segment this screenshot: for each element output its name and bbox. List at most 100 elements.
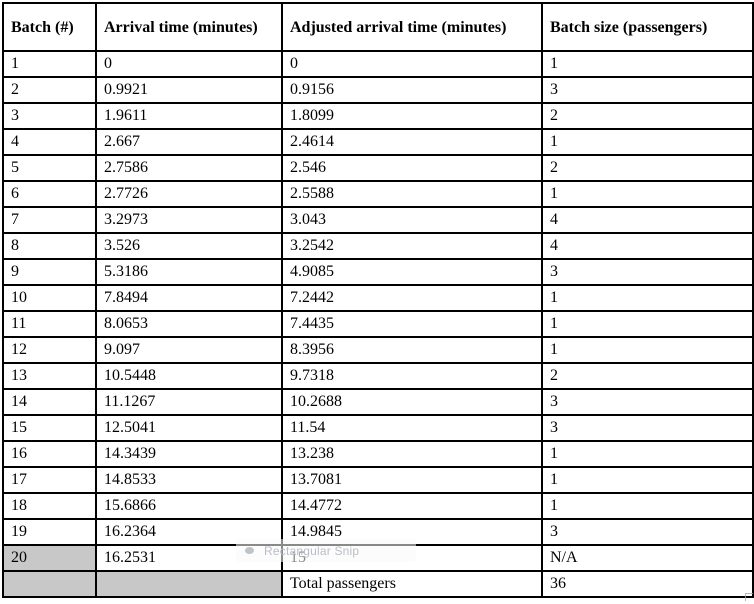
col-header-arrival: Arrival time (minutes): [95, 2, 283, 52]
table-cell: 14.9845: [281, 518, 543, 546]
table-cell: 4: [541, 206, 754, 234]
table-row: 10 7.8494 7.2442 1: [2, 284, 754, 312]
table-cell: 7.2442: [281, 284, 543, 312]
table-cell: 14.8533: [95, 466, 283, 494]
table-row: 18 15.6866 14.4772 1: [2, 492, 754, 520]
table-row: 11 8.0653 7.4435 1: [2, 310, 754, 338]
table-cell: 15.6866: [95, 492, 283, 520]
table-cell: 7: [2, 206, 97, 234]
table-cell: 14: [2, 388, 97, 416]
table-cell: 3: [541, 388, 754, 416]
table-row: 12 9.097 8.3956 1: [2, 336, 754, 364]
table-cell: 2.7726: [95, 180, 283, 208]
table-cell: 3.2542: [281, 232, 543, 260]
header-row: Batch (#) Arrival time (minutes) Adjuste…: [2, 2, 754, 52]
table-cell: 18: [2, 492, 97, 520]
table-cell: 13: [2, 362, 97, 390]
table-body: 1 0 0 1 2 0.9921 0.9156 3 3 1.9611 1.8099 2 4 2.667 2.…: [2, 50, 754, 598]
table-cell: 0: [95, 50, 283, 78]
table-cell: 1: [541, 440, 754, 468]
table-cell: 1.9611: [95, 102, 283, 130]
table-cell: 2.667: [95, 128, 283, 156]
table-cell: 3: [2, 102, 97, 130]
table-cell: 8.3956: [281, 336, 543, 364]
snip-corner-mark: [745, 593, 753, 601]
table-row: 9 5.3186 4.9085 3: [2, 258, 754, 286]
table-cell: 0.9921: [95, 76, 283, 104]
table-cell: 1: [541, 50, 754, 78]
table-cell: 9.097: [95, 336, 283, 364]
table-row: Total passengers 36: [2, 570, 754, 598]
table-cell: 16.2364: [95, 518, 283, 546]
table-cell: 8: [2, 232, 97, 260]
table-row: 4 2.667 2.4614 1: [2, 128, 754, 156]
table-cell: 3: [541, 76, 754, 104]
table-cell: 16: [2, 440, 97, 468]
table-cell: 2: [2, 76, 97, 104]
table-cell: 10.5448: [95, 362, 283, 390]
table-cell: 9: [2, 258, 97, 286]
table-cell: 1: [541, 180, 754, 208]
table-cell: 4: [541, 232, 754, 260]
table-cell: 3: [541, 258, 754, 286]
table-cell: N/A: [541, 544, 754, 572]
table-row: 16 14.3439 13.238 1: [2, 440, 754, 468]
table-cell: 13.7081: [281, 466, 543, 494]
col-header-batch: Batch (#): [2, 2, 97, 52]
table-row: 5 2.7586 2.546 2: [2, 154, 754, 182]
table-cell: 2.5588: [281, 180, 543, 208]
table-cell: 19: [2, 518, 97, 546]
table-cell: 6: [2, 180, 97, 208]
table-cell: 9.7318: [281, 362, 543, 390]
table-cell: 10.2688: [281, 388, 543, 416]
table-cell: [95, 570, 283, 598]
table-cell: 1: [541, 336, 754, 364]
table-cell: 2: [541, 362, 754, 390]
table-cell: 5: [2, 154, 97, 182]
table-cell: 15: [2, 414, 97, 442]
table-cell: 12: [2, 336, 97, 364]
table-cell: 7.8494: [95, 284, 283, 312]
table-cell: 7.4435: [281, 310, 543, 338]
table-cell: 3.526: [95, 232, 283, 260]
table-row: 15 12.5041 11.54 3: [2, 414, 754, 442]
table-cell: 1: [541, 128, 754, 156]
table-cell: [2, 570, 97, 598]
table-cell: 10: [2, 284, 97, 312]
table-cell: 1: [541, 284, 754, 312]
table-cell: 1: [541, 492, 754, 520]
table-cell: 2.4614: [281, 128, 543, 156]
table-cell: 11.54: [281, 414, 543, 442]
table-cell: 11.1267: [95, 388, 283, 416]
table-cell: 8.0653: [95, 310, 283, 338]
table-row: 8 3.526 3.2542 4: [2, 232, 754, 260]
table-cell: 2.546: [281, 154, 543, 182]
table-cell: 14.3439: [95, 440, 283, 468]
table-cell: 2: [541, 154, 754, 182]
table-cell: Total passengers: [281, 570, 543, 598]
table-cell: 13.238: [281, 440, 543, 468]
table-row: 2 0.9921 0.9156 3: [2, 76, 754, 104]
table-row: 19 16.2364 14.9845 3: [2, 518, 754, 546]
table-cell: 3.043: [281, 206, 543, 234]
table-cell: 12.5041: [95, 414, 283, 442]
table-cell: 11: [2, 310, 97, 338]
col-header-adjusted: Adjusted arrival time (minutes): [281, 2, 543, 52]
table-row: 3 1.9611 1.8099 2: [2, 102, 754, 130]
table-cell: 0: [281, 50, 543, 78]
table-cell: 14.4772: [281, 492, 543, 520]
table-cell: 2: [541, 102, 754, 130]
table-cell: 36: [541, 570, 754, 598]
table-cell: 0.9156: [281, 76, 543, 104]
table-cell: 1: [2, 50, 97, 78]
table-cell: 4.9085: [281, 258, 543, 286]
table-row: 7 3.2973 3.043 4: [2, 206, 754, 234]
table-row: 13 10.5448 9.7318 2: [2, 362, 754, 390]
table-row: 20 16.2531 15 N/A: [2, 544, 754, 572]
table-cell: 17: [2, 466, 97, 494]
table-cell: 2.7586: [95, 154, 283, 182]
table-cell: 3: [541, 414, 754, 442]
table-cell: 16.2531: [95, 544, 283, 572]
